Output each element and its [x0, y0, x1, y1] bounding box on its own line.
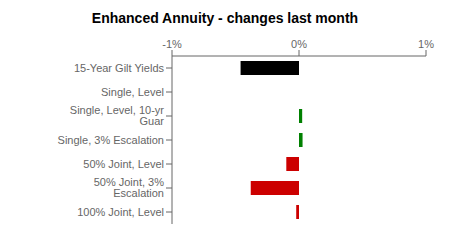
- svg-text:-1%: -1%: [162, 38, 182, 50]
- svg-text:50% Joint, 3%Escalation: 50% Joint, 3%Escalation: [94, 176, 165, 199]
- svg-text:15-Year Gilt Yields: 15-Year Gilt Yields: [74, 62, 165, 74]
- svg-text:100% Joint, Level: 100% Joint, Level: [77, 206, 164, 218]
- svg-text:Single, 3% Escalation: Single, 3% Escalation: [58, 134, 164, 146]
- html-text:Enhanced Annuity - changes las: Enhanced Annuity - changes last month: [91, 10, 359, 26]
- svg-text:Single, Level: Single, Level: [101, 86, 164, 98]
- svg-text:0%: 0%: [291, 38, 307, 50]
- svg-text:1%: 1%: [418, 38, 434, 50]
- svg-text:Single, Level, 10-yrGuar: Single, Level, 10-yrGuar: [70, 104, 164, 127]
- svg-text:50% Joint, Level: 50% Joint, Level: [83, 158, 164, 170]
